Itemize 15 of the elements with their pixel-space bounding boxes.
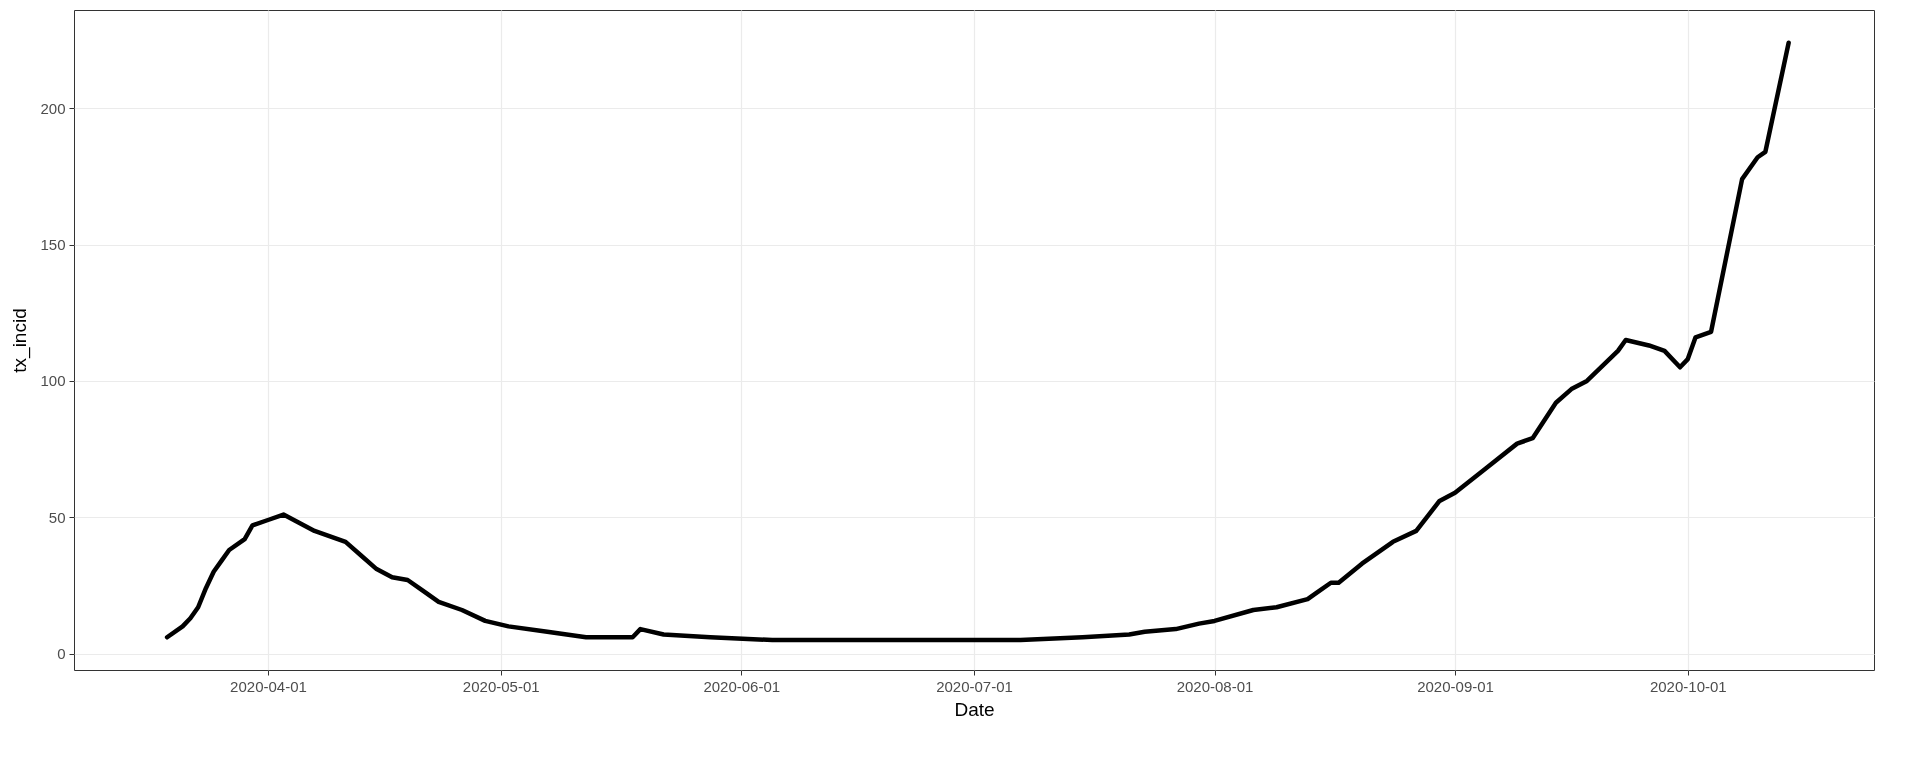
x-axis-title: Date xyxy=(954,698,995,720)
x-tick-label: 2020-08-01 xyxy=(1176,677,1254,695)
y-tick-label: 0 xyxy=(57,645,66,663)
y-tick-label: 200 xyxy=(40,99,66,117)
y-tick-label: 100 xyxy=(40,372,66,390)
x-tick-label: 2020-09-01 xyxy=(1417,677,1494,695)
x-tick-label: 2020-06-01 xyxy=(703,677,781,695)
y-axis-title: tx_incid xyxy=(9,308,32,373)
x-tick-label: 2020-05-01 xyxy=(462,677,540,695)
y-tick-label: 50 xyxy=(48,508,66,526)
x-tick-label: 2020-07-01 xyxy=(936,677,1013,695)
x-tick-label: 2020-04-01 xyxy=(230,677,307,695)
y-tick-label: 150 xyxy=(40,236,66,254)
line-series xyxy=(164,40,1791,643)
x-tick-label: 2020-10-01 xyxy=(1649,677,1727,695)
